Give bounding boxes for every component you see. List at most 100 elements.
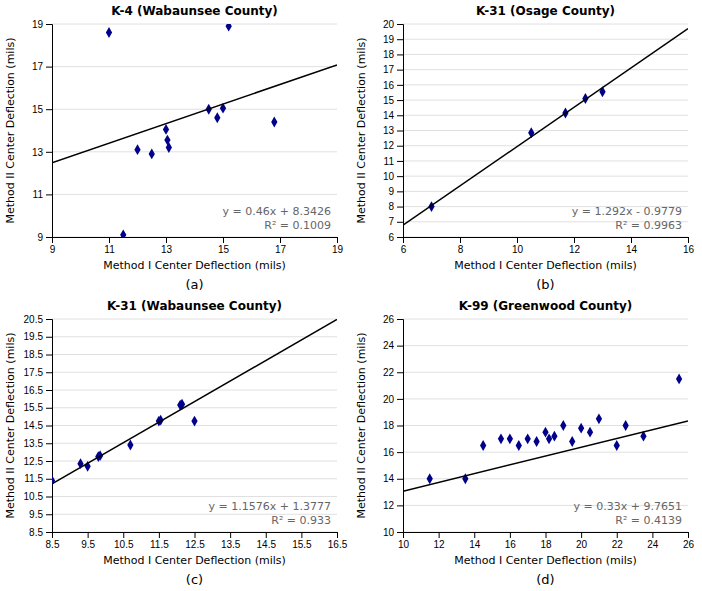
point [516, 440, 522, 451]
tick-label: 10 [383, 171, 395, 182]
grid-line [403, 24, 688, 25]
x-axis-title: Method I Center Deflection (mils) [454, 259, 637, 272]
point [226, 24, 232, 32]
tick: 16 [505, 532, 517, 550]
y-axis-title: Method II Center Deflection (mils) [4, 38, 17, 224]
panel-label: (d) [536, 572, 554, 587]
point [106, 27, 112, 38]
tick-mark [397, 372, 403, 373]
point [480, 440, 486, 451]
tick-label: 18 [383, 49, 395, 60]
tick-mark [46, 194, 52, 195]
tick-label: 14.5 [257, 539, 277, 550]
tick-label: 19 [32, 19, 44, 30]
tick: 12 [434, 532, 446, 550]
y-axis: 91113151719 [32, 19, 53, 243]
title: K-4 (Wabaunsee County) [111, 4, 278, 18]
trend-line [403, 29, 688, 226]
tick-mark [631, 237, 632, 243]
tick-label: 13 [383, 125, 395, 136]
tick-mark [397, 319, 403, 320]
axis-line [404, 533, 689, 539]
tick-label: 12 [383, 500, 395, 511]
grid [52, 319, 337, 532]
grid-line [403, 176, 688, 177]
tick: 14 [469, 532, 481, 550]
tick-label: 24 [647, 539, 659, 550]
grid-line [52, 319, 337, 320]
trend-line [52, 319, 337, 483]
tick-mark [397, 161, 403, 162]
title: K-99 (Greenwood County) [459, 299, 633, 313]
tick-label: 15.5 [24, 402, 44, 413]
grid-line [403, 478, 688, 479]
tick: 9 [37, 232, 52, 243]
tick-mark [46, 461, 52, 462]
grid-line [52, 151, 337, 152]
point [427, 473, 433, 484]
y-axis-title: Method II Center Deflection (mils) [355, 333, 368, 519]
tick-label: 20.5 [24, 314, 44, 325]
grid [52, 24, 337, 237]
tick-label: 13 [161, 244, 173, 255]
tick-label: 22 [383, 367, 395, 378]
axis-line [46, 25, 53, 238]
tick-mark [474, 532, 475, 538]
tick-label: 26 [683, 539, 695, 550]
tick: 9 [388, 186, 403, 197]
tick: 12 [383, 500, 403, 511]
tick-mark [397, 452, 403, 453]
tick-mark [46, 67, 52, 68]
tick: 17 [383, 64, 403, 75]
tick-label: 8.5 [46, 539, 60, 550]
tick: 19 [32, 19, 52, 30]
tick: 10 [512, 237, 524, 255]
tick-label: 15 [383, 95, 395, 106]
x-axis-title: Method I Center Deflection (mils) [103, 554, 286, 567]
title: K-31 (Wabaunsee County) [107, 299, 282, 313]
tick-label: 10 [383, 527, 395, 538]
tick: 13.5 [221, 532, 241, 550]
grid-line [403, 69, 688, 70]
point [149, 149, 155, 160]
plot-area [403, 373, 688, 491]
tick-mark [397, 24, 403, 25]
grid-line [52, 443, 337, 444]
grid-line [52, 390, 337, 391]
tick: 8.5 [29, 527, 52, 538]
grid-line [52, 24, 337, 25]
panel-label: (c) [186, 572, 203, 587]
tick-label: 10 [512, 244, 524, 255]
tick-mark [397, 222, 403, 223]
tick-label: 16.5 [24, 385, 44, 396]
tick-mark [46, 443, 52, 444]
grid-line [403, 191, 688, 192]
point [525, 433, 531, 444]
tick: 24 [647, 532, 659, 550]
point [507, 433, 513, 444]
grid-line [403, 398, 688, 399]
tick: 26 [683, 532, 695, 550]
tick-label: 22 [612, 539, 624, 550]
tick-mark [510, 532, 511, 538]
point [271, 117, 277, 128]
tick-mark [46, 237, 52, 238]
trend-line [403, 421, 688, 491]
tick-mark [397, 399, 403, 400]
tick: 15 [383, 95, 403, 106]
tick-mark [223, 237, 224, 243]
axis-line [53, 533, 338, 539]
tick-mark [460, 237, 461, 243]
point [676, 373, 682, 384]
point [578, 423, 584, 434]
point [120, 229, 126, 237]
grid [403, 24, 688, 237]
tick-mark [46, 337, 52, 338]
tick-label: 8 [458, 244, 464, 255]
tick-mark [397, 54, 403, 55]
tick: 10 [398, 532, 410, 550]
tick-mark [688, 237, 689, 243]
tick-mark [397, 426, 403, 427]
tick-label: 11.5 [24, 473, 43, 484]
tick-label: 14 [626, 244, 638, 255]
